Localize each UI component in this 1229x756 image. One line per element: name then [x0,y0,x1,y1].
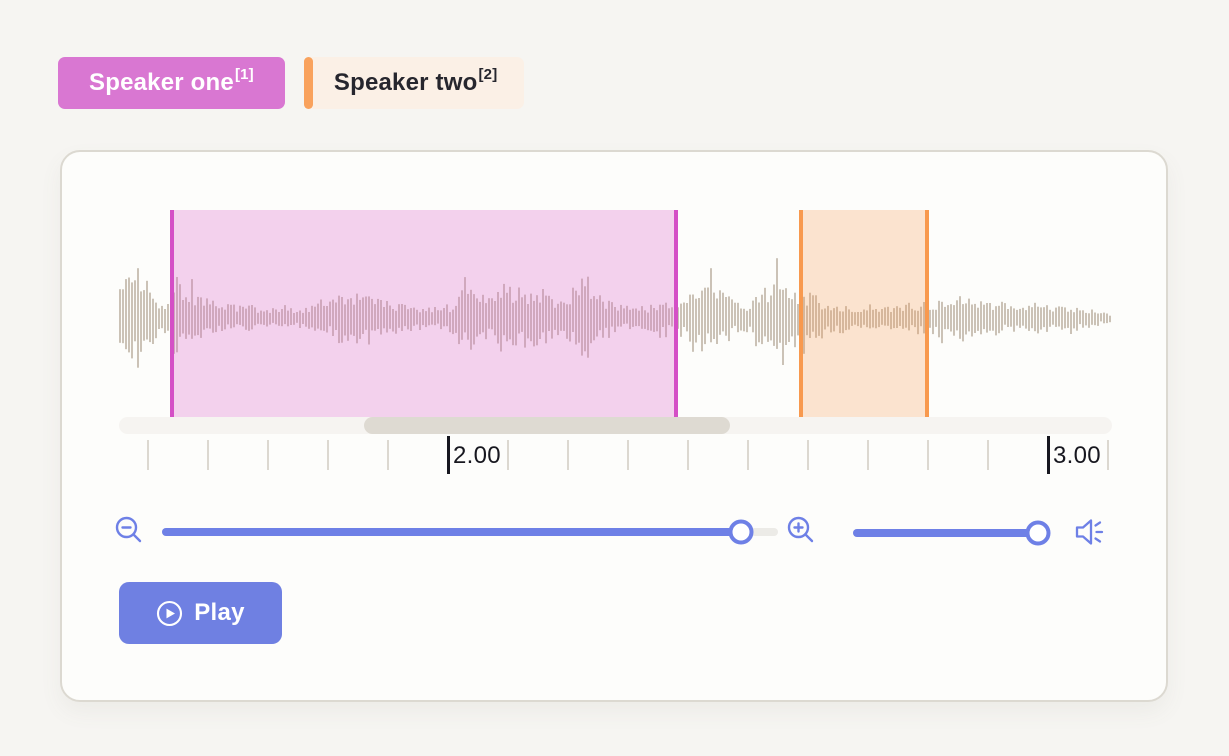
speaker-one-chip[interactable]: Speaker one [1] [58,57,285,109]
zoom-slider-fill [162,528,742,536]
ruler-tick [1107,440,1109,470]
ruler-tick [267,440,269,470]
speaker-two-accent-bar [303,57,313,109]
ruler-tick [867,440,869,470]
ruler-tick [687,440,689,470]
speaker-two-chip[interactable]: Speaker two [2] [303,57,525,109]
play-circle-icon [156,600,183,627]
ruler-tick-label: 2.00 [453,442,501,469]
play-button-label: Play [194,599,245,626]
waveform-scrollbar-thumb[interactable] [364,417,730,434]
ruler-tick [927,440,929,470]
speaker-one-label: Speaker one [89,69,234,96]
ruler-tick [567,440,569,470]
volume-slider-thumb[interactable] [1025,520,1051,546]
speaker-volume-icon [1072,515,1106,552]
volume-slider[interactable] [853,520,1051,546]
ruler-tick [327,440,329,470]
ruler-tick [507,440,509,470]
ruler-tick [747,440,749,470]
ruler-tick [987,440,989,470]
ruler-tick [207,440,209,470]
zoom-in-button[interactable] [784,515,818,549]
zoom-out-button[interactable] [112,515,146,549]
zoom-slider[interactable] [162,519,778,545]
magnifier-minus-icon [112,514,146,551]
ruler-major-tick [1047,436,1050,474]
ruler-tick [627,440,629,470]
region-speaker-two[interactable] [799,210,929,417]
volume-slider-fill [853,529,1039,537]
speaker-two-hotkey: [2] [478,65,498,83]
ruler-tick [147,440,149,470]
ruler-tick [807,440,809,470]
speaker-two-label: Speaker two [333,69,478,96]
magnifier-plus-icon [784,514,818,551]
zoom-slider-thumb[interactable] [728,519,754,545]
speaker-one-hotkey: [1] [234,65,254,83]
waveform-svg [119,258,1111,368]
ruler-major-tick [447,436,450,474]
ruler-tick [387,440,389,470]
mute-button[interactable] [1072,516,1106,550]
waveform-area[interactable] [119,210,1112,417]
speaker-chips: Speaker one [1] Speaker two [2] [58,57,525,109]
ruler-tick-label: 3.00 [1053,442,1101,469]
audio-editor-card: 2.00 3.00 Play [60,150,1168,702]
waveform-scrollbar[interactable] [119,417,1112,434]
timeline-ruler: 2.00 3.00 [119,436,1112,480]
play-button[interactable]: Play [119,582,282,644]
region-speaker-one[interactable] [170,210,678,417]
